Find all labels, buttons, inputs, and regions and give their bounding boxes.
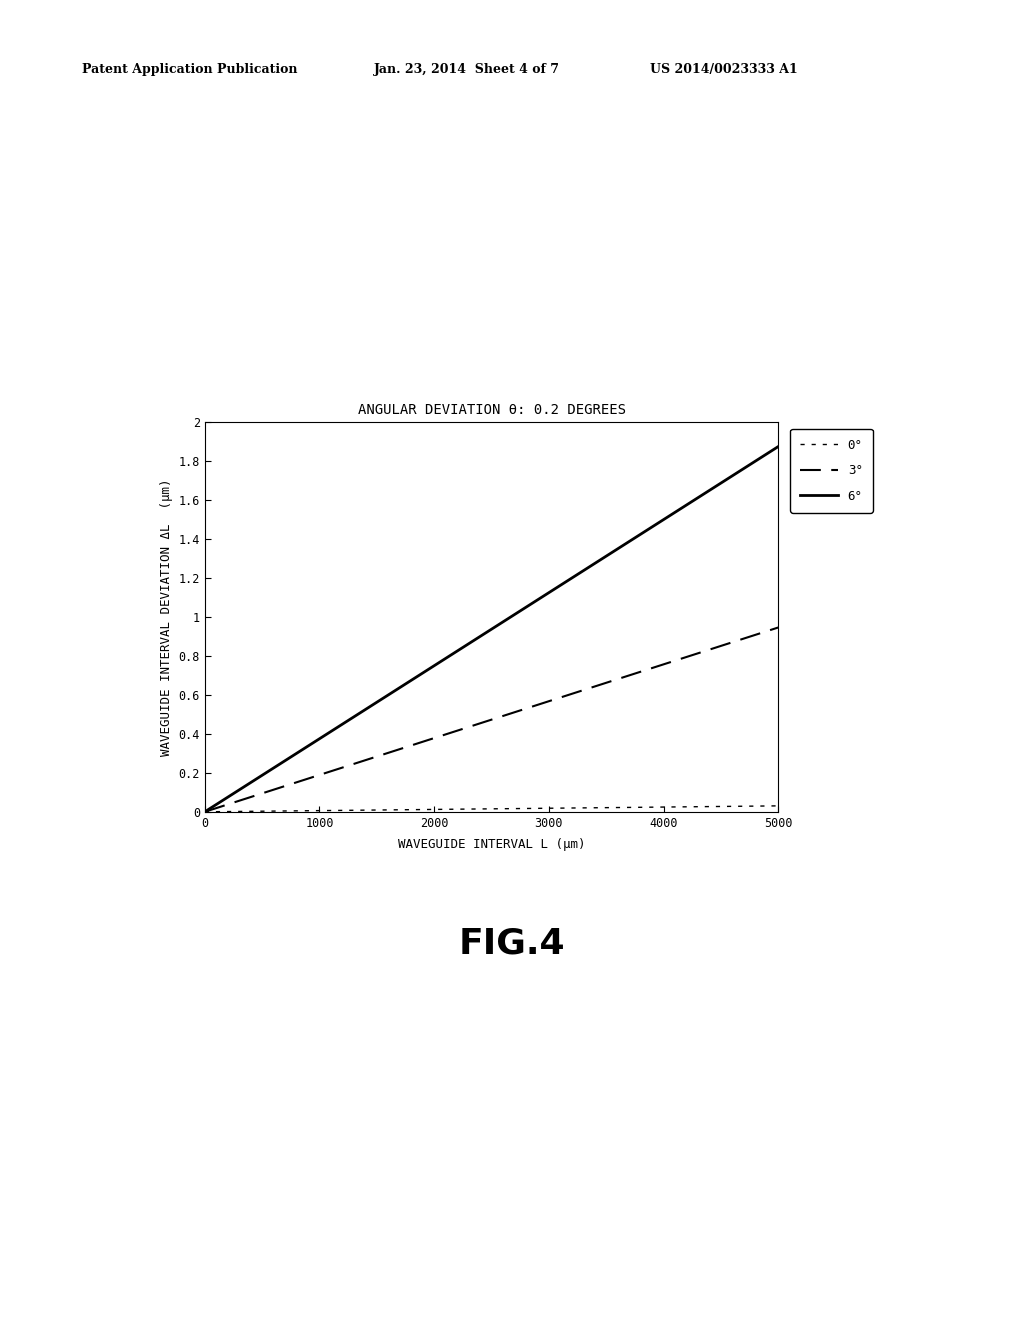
- 3°: [759, 624, 771, 640]
- X-axis label: WAVEGUIDE INTERVAL L (μm): WAVEGUIDE INTERVAL L (μm): [397, 838, 586, 851]
- 6°: [669, 504, 681, 520]
- 0°: [471, 801, 483, 817]
- 0°: [199, 804, 211, 820]
- Text: Jan. 23, 2014  Sheet 4 of 7: Jan. 23, 2014 Sheet 4 of 7: [374, 63, 560, 77]
- 0°: [540, 800, 552, 816]
- 0°: [759, 799, 771, 814]
- Line: 0°: 0°: [205, 807, 778, 812]
- 3°: [199, 804, 211, 820]
- Text: FIG.4: FIG.4: [459, 927, 565, 961]
- 6°: [759, 447, 771, 463]
- Text: US 2014/0023333 A1: US 2014/0023333 A1: [650, 63, 798, 77]
- 6°: [199, 804, 211, 820]
- 0°: [772, 799, 784, 814]
- Legend: 0°, 3°, 6°: 0°, 3°, 6°: [791, 429, 872, 512]
- 6°: [471, 631, 483, 647]
- 3°: [509, 704, 521, 719]
- 6°: [509, 606, 521, 622]
- 3°: [772, 619, 784, 635]
- Line: 6°: 6°: [205, 446, 778, 812]
- 6°: [772, 438, 784, 454]
- Y-axis label: WAVEGUIDE INTERVAL DEVIATION ΔL  (μm): WAVEGUIDE INTERVAL DEVIATION ΔL (μm): [160, 478, 173, 756]
- 3°: [474, 715, 486, 731]
- 0°: [669, 799, 681, 814]
- 3°: [540, 694, 552, 710]
- Line: 3°: 3°: [205, 627, 778, 812]
- 6°: [540, 586, 552, 602]
- 0°: [509, 801, 521, 817]
- 6°: [474, 628, 486, 644]
- Title: ANGULAR DEVIATION θ: 0.2 DEGREES: ANGULAR DEVIATION θ: 0.2 DEGREES: [357, 403, 626, 417]
- Text: Patent Application Publication: Patent Application Publication: [82, 63, 297, 77]
- 3°: [669, 653, 681, 669]
- 0°: [474, 801, 486, 817]
- 3°: [471, 717, 483, 733]
